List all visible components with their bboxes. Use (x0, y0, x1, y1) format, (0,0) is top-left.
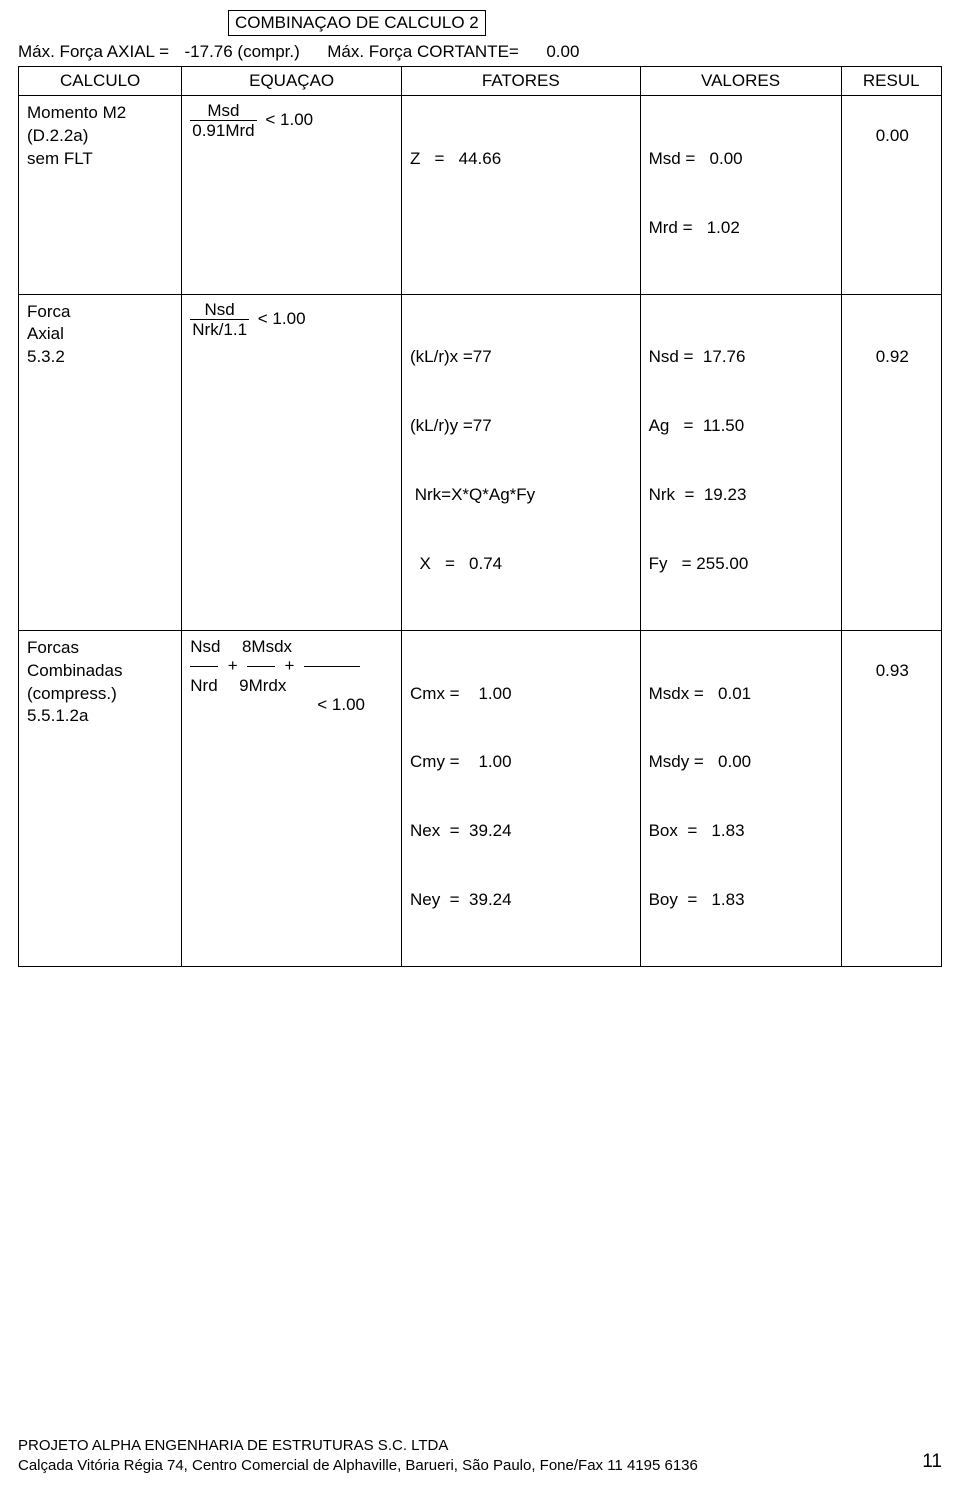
eq-lt: < 1.00 (317, 695, 365, 714)
fator-line: Nex = 39.24 (410, 820, 634, 843)
fraction-bar-icon (304, 666, 360, 667)
col-resul: RESUL (841, 67, 941, 96)
cortante-value: 0.00 (546, 42, 579, 61)
eq-den: Nrk/1.1 (190, 319, 249, 338)
calc-line: (D.2.2a) (27, 125, 175, 148)
valor-line: Msdx = 0.01 (649, 683, 835, 706)
fator-line: (kL/r)x =77 (410, 346, 634, 369)
valor-line: Boy = 1.83 (649, 889, 835, 912)
combination-title: COMBINAÇAO DE CALCULO 2 (228, 10, 486, 36)
fator-line: Nrk=X*Q*Ag*Fy (410, 484, 634, 507)
valor-line: Ag = 11.50 (649, 415, 835, 438)
fraction-bar-icon (190, 666, 218, 667)
calc-line: sem FLT (27, 148, 175, 171)
page-footer: PROJETO ALPHA ENGENHARIA DE ESTRUTURAS S… (18, 1436, 942, 1475)
valor-line: Fy = 255.00 (649, 553, 835, 576)
col-fatores: FATORES (402, 67, 641, 96)
resul-cell: 0.00 (841, 96, 941, 295)
calc-line: Combinadas (27, 660, 175, 683)
eq-lt: < 1.00 (265, 109, 313, 132)
eq-lt: < 1.00 (258, 308, 306, 331)
equacao-cell: Nsd Nrk/1.1 < 1.00 (182, 294, 402, 630)
calculo-cell: Momento M2 (D.2.2a) sem FLT (19, 96, 182, 295)
fatores-cell: Z = 44.66 (402, 96, 641, 295)
fator-line: X = 0.74 (410, 553, 634, 576)
fator-line: Ney = 39.24 (410, 889, 634, 912)
resul-cell: 0.92 (841, 294, 941, 630)
resul-value: 0.93 (876, 661, 909, 680)
col-valores: VALORES (640, 67, 841, 96)
footer-company: PROJETO ALPHA ENGENHARIA DE ESTRUTURAS S… (18, 1436, 698, 1456)
valor-line: Msdy = 0.00 (649, 751, 835, 774)
eq-nrd: Nrd (190, 676, 217, 695)
resul-value: 0.00 (876, 126, 909, 145)
fatores-cell: (kL/r)x =77 (kL/r)y =77 Nrk=X*Q*Ag*Fy X … (402, 294, 641, 630)
valores-cell: Msdx = 0.01 Msdy = 0.00 Box = 1.83 Boy =… (640, 630, 841, 966)
fator-line: (kL/r)y =77 (410, 415, 634, 438)
valores-cell: Nsd = 17.76 Ag = 11.50 Nrk = 19.23 Fy = … (640, 294, 841, 630)
equacao-cell: Msd 0.91Mrd < 1.00 (182, 96, 402, 295)
valor-line: Msd = 0.00 (649, 148, 835, 171)
resul-cell: 0.93 (841, 630, 941, 966)
cortante-label: Máx. Força CORTANTE= (327, 42, 519, 61)
page-number: 11 (922, 1450, 942, 1475)
fatores-cell: Cmx = 1.00 Cmy = 1.00 Nex = 39.24 Ney = … (402, 630, 641, 966)
axial-value: -17.76 (compr.) (185, 42, 300, 61)
fraction-bar-icon (247, 666, 275, 667)
calc-line: 5.5.1.2a (27, 705, 175, 728)
col-equacao: EQUAÇAO (182, 67, 402, 96)
eq-nsd: Nsd (190, 637, 220, 656)
calc-line: Forca (27, 301, 175, 324)
valor-line: Nrk = 19.23 (649, 484, 835, 507)
col-calculo: CALCULO (19, 67, 182, 96)
eq-den: 0.91Mrd (190, 120, 256, 139)
calc-table: CALCULO EQUAÇAO FATORES VALORES RESUL Mo… (18, 66, 942, 967)
calc-line: Axial (27, 323, 175, 346)
calc-line: Forcas (27, 637, 175, 660)
fator-line: Cmx = 1.00 (410, 683, 634, 706)
valor-line: Mrd = 1.02 (649, 217, 835, 240)
calculo-cell: Forca Axial 5.3.2 (19, 294, 182, 630)
axial-label: Máx. Força AXIAL = (18, 42, 169, 61)
valores-cell: Msd = 0.00 Mrd = 1.02 (640, 96, 841, 295)
eq-num: Msd (190, 102, 256, 120)
valor-line: Box = 1.83 (649, 820, 835, 843)
fator-line: Z = 44.66 (410, 148, 634, 171)
equacao-cell: Nsd 8Msdx + + Nrd 9Mrdx (182, 630, 402, 966)
resul-value: 0.92 (876, 347, 909, 366)
footer-address: Calçada Vitória Régia 74, Centro Comerci… (18, 1456, 698, 1476)
eq-num: Nsd (190, 301, 249, 319)
calc-line: 5.3.2 (27, 346, 175, 369)
fator-line: Cmy = 1.00 (410, 751, 634, 774)
calculo-cell: Forcas Combinadas (compress.) 5.5.1.2a (19, 630, 182, 966)
calc-line: (compress.) (27, 683, 175, 706)
eq-8msdx: 8Msdx (242, 637, 292, 656)
table-row: Forca Axial 5.3.2 Nsd Nrk/1.1 < 1.00 (kL… (19, 294, 942, 630)
calc-line: Momento M2 (27, 102, 175, 125)
table-row: Forcas Combinadas (compress.) 5.5.1.2a N… (19, 630, 942, 966)
max-forces-line: Máx. Força AXIAL = -17.76 (compr.) Máx. … (18, 42, 942, 62)
valor-line: Nsd = 17.76 (649, 346, 835, 369)
table-row: Momento M2 (D.2.2a) sem FLT Msd 0.91Mrd … (19, 96, 942, 295)
eq-9mrdx: 9Mrdx (239, 676, 286, 695)
